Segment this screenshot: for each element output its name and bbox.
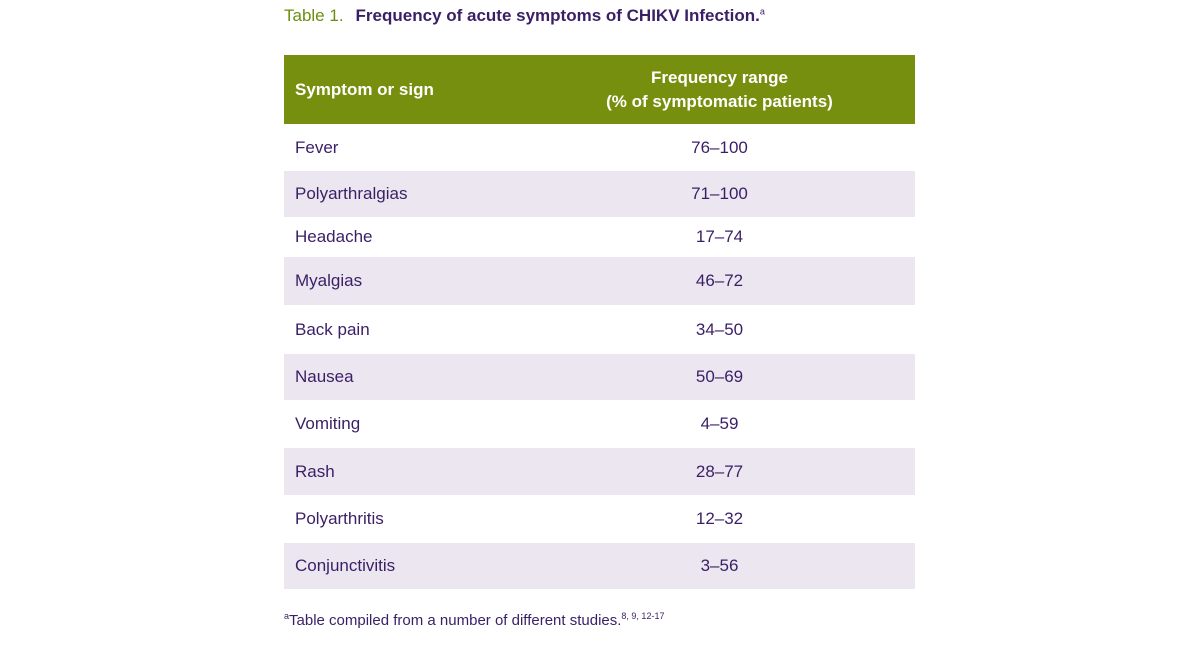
footnote-marker: a [284, 611, 290, 621]
symptom-cell: Headache [295, 227, 373, 246]
symptom-cell: Fever [295, 137, 339, 157]
symptom-cell: Polyarthritis [295, 509, 384, 528]
symptom-cell: Back pain [295, 319, 370, 339]
footnote-text: Table compiled from a number of differen… [289, 612, 622, 629]
table-row: Nausea 50–69 [284, 354, 915, 400]
header-frequency-line2: (% of symptomatic patients) [606, 91, 833, 111]
symptom-cell: Polyarthralgias [295, 184, 408, 203]
symptom-cell: Myalgias [295, 271, 363, 290]
frequency-cell: 17–74 [695, 227, 744, 246]
frequency-cell: 34–50 [695, 319, 744, 339]
table-body: Fever 76–100 Polyarthralgias 71–100 Headache… [284, 124, 915, 589]
frequency-cell: 4–59 [700, 414, 739, 433]
table-footnote: aTable compiled from a number of differe… [284, 611, 665, 630]
frequency-cell: 3–56 [700, 556, 739, 575]
table-title-footnote-marker: a [759, 6, 765, 17]
table-title-text: Frequency of acute symptoms of CHIKV Inf… [355, 6, 760, 25]
symptom-cell: Conjunctivitis [295, 556, 396, 575]
frequency-cell: 50–69 [695, 367, 744, 386]
symptom-frequency-table: Symptom or sign Frequency range (% of sy… [284, 55, 915, 589]
table-title: Frequency of acute symptoms of CHIKV Inf… [356, 6, 765, 25]
header-symptom: Symptom or sign [295, 79, 434, 99]
table-header-row: Symptom or sign Frequency range (% of sy… [284, 55, 915, 124]
frequency-cell: 28–77 [695, 461, 744, 481]
table-row: Back pain 34–50 [284, 305, 915, 354]
table-row: Headache 17–74 [284, 217, 915, 257]
table-row: Conjunctivitis 3–56 [284, 543, 915, 589]
footnote-references: 8, 9, 12-17 [621, 611, 665, 621]
symptom-cell: Nausea [295, 367, 354, 386]
frequency-cell: 12–32 [695, 509, 744, 528]
symptom-cell: Rash [295, 461, 335, 481]
table-row: Polyarthritis 12–32 [284, 495, 915, 543]
header-frequency-line1: Frequency range [651, 67, 788, 87]
table-row: Fever 76–100 [284, 124, 915, 171]
table-row: Polyarthralgias 71–100 [284, 171, 915, 217]
table-number: Table 1. [284, 6, 344, 25]
table-row: Rash 28–77 [284, 448, 915, 495]
table-row: Vomiting 4–59 [284, 400, 915, 448]
frequency-cell: 76–100 [691, 137, 748, 157]
symptom-cell: Vomiting [295, 414, 361, 433]
frequency-cell: 46–72 [695, 271, 744, 290]
header-frequency: Frequency range (% of symptomatic patien… [524, 66, 915, 114]
table-row: Myalgias 46–72 [284, 257, 915, 305]
table-caption: Table 1. Frequency of acute symptoms of C… [284, 5, 765, 27]
frequency-cell: 71–100 [691, 184, 748, 203]
